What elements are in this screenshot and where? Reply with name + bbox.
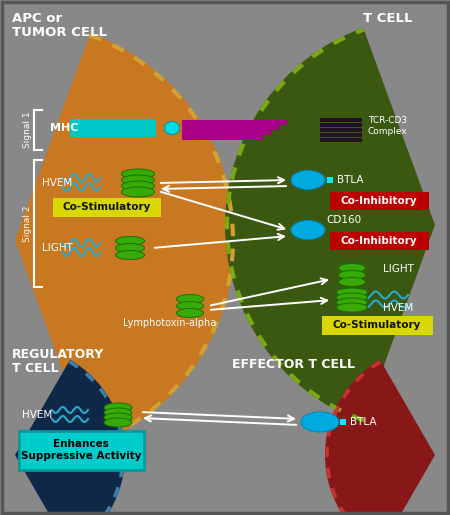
Ellipse shape xyxy=(291,220,325,239)
FancyBboxPatch shape xyxy=(321,316,432,335)
Text: HVEM: HVEM xyxy=(383,303,413,313)
Wedge shape xyxy=(15,360,125,515)
Ellipse shape xyxy=(338,270,365,280)
FancyBboxPatch shape xyxy=(53,197,161,216)
Wedge shape xyxy=(325,360,435,515)
Text: LIGHT: LIGHT xyxy=(42,243,73,253)
Bar xyxy=(320,133,362,137)
Bar xyxy=(182,120,287,125)
Ellipse shape xyxy=(116,236,144,246)
Ellipse shape xyxy=(116,244,144,252)
Ellipse shape xyxy=(116,250,144,260)
Wedge shape xyxy=(15,33,235,447)
Text: HVEM: HVEM xyxy=(42,178,72,188)
Ellipse shape xyxy=(337,293,368,302)
Wedge shape xyxy=(225,28,435,422)
Text: HVEM: HVEM xyxy=(22,410,52,420)
FancyBboxPatch shape xyxy=(329,232,428,249)
Ellipse shape xyxy=(337,298,368,307)
Ellipse shape xyxy=(104,403,132,412)
Text: APC or
TUMOR CELL: APC or TUMOR CELL xyxy=(12,12,107,40)
Text: BTLA: BTLA xyxy=(350,417,377,427)
Ellipse shape xyxy=(122,181,154,191)
Ellipse shape xyxy=(338,264,365,272)
Text: Lymphotoxin-alpha: Lymphotoxin-alpha xyxy=(123,318,216,328)
Ellipse shape xyxy=(337,303,368,312)
Text: Co-Inhibitory: Co-Inhibitory xyxy=(341,235,417,246)
Bar xyxy=(182,125,279,130)
Ellipse shape xyxy=(104,418,132,427)
Text: MHC: MHC xyxy=(50,123,78,133)
Ellipse shape xyxy=(176,308,203,318)
Ellipse shape xyxy=(291,170,325,190)
Bar xyxy=(320,128,362,132)
Text: Co-Inhibitory: Co-Inhibitory xyxy=(341,196,417,205)
FancyBboxPatch shape xyxy=(18,431,144,470)
Text: Enhances
Suppressive Activity: Enhances Suppressive Activity xyxy=(21,439,141,461)
Text: Signal 2: Signal 2 xyxy=(23,205,32,242)
Text: Co-Stimulatory: Co-Stimulatory xyxy=(333,320,421,330)
Bar xyxy=(340,419,346,425)
Ellipse shape xyxy=(338,278,365,286)
Ellipse shape xyxy=(165,122,180,134)
Text: Co-Stimulatory: Co-Stimulatory xyxy=(62,202,151,212)
Ellipse shape xyxy=(301,412,339,432)
Text: Signal 1: Signal 1 xyxy=(23,112,32,148)
Bar xyxy=(320,118,362,122)
Ellipse shape xyxy=(122,175,154,185)
Ellipse shape xyxy=(104,408,132,417)
Text: REGULATORY
T CELL: REGULATORY T CELL xyxy=(12,348,104,375)
Text: LIGHT: LIGHT xyxy=(383,264,414,274)
Ellipse shape xyxy=(337,288,368,297)
Bar xyxy=(320,123,362,127)
Text: TCR-CD3
Complex: TCR-CD3 Complex xyxy=(368,116,408,135)
FancyBboxPatch shape xyxy=(329,192,428,210)
Ellipse shape xyxy=(122,187,154,197)
Ellipse shape xyxy=(122,169,154,179)
FancyBboxPatch shape xyxy=(70,119,156,137)
Bar xyxy=(320,138,362,142)
Ellipse shape xyxy=(176,301,203,311)
Text: CD160: CD160 xyxy=(326,215,361,225)
Ellipse shape xyxy=(176,295,203,303)
Text: T CELL: T CELL xyxy=(363,12,413,25)
Bar xyxy=(182,130,271,135)
Bar xyxy=(182,135,263,140)
Text: EFFECTOR T CELL: EFFECTOR T CELL xyxy=(232,358,355,371)
Bar xyxy=(327,177,333,183)
Text: BTLA: BTLA xyxy=(337,175,364,185)
Ellipse shape xyxy=(104,413,132,422)
